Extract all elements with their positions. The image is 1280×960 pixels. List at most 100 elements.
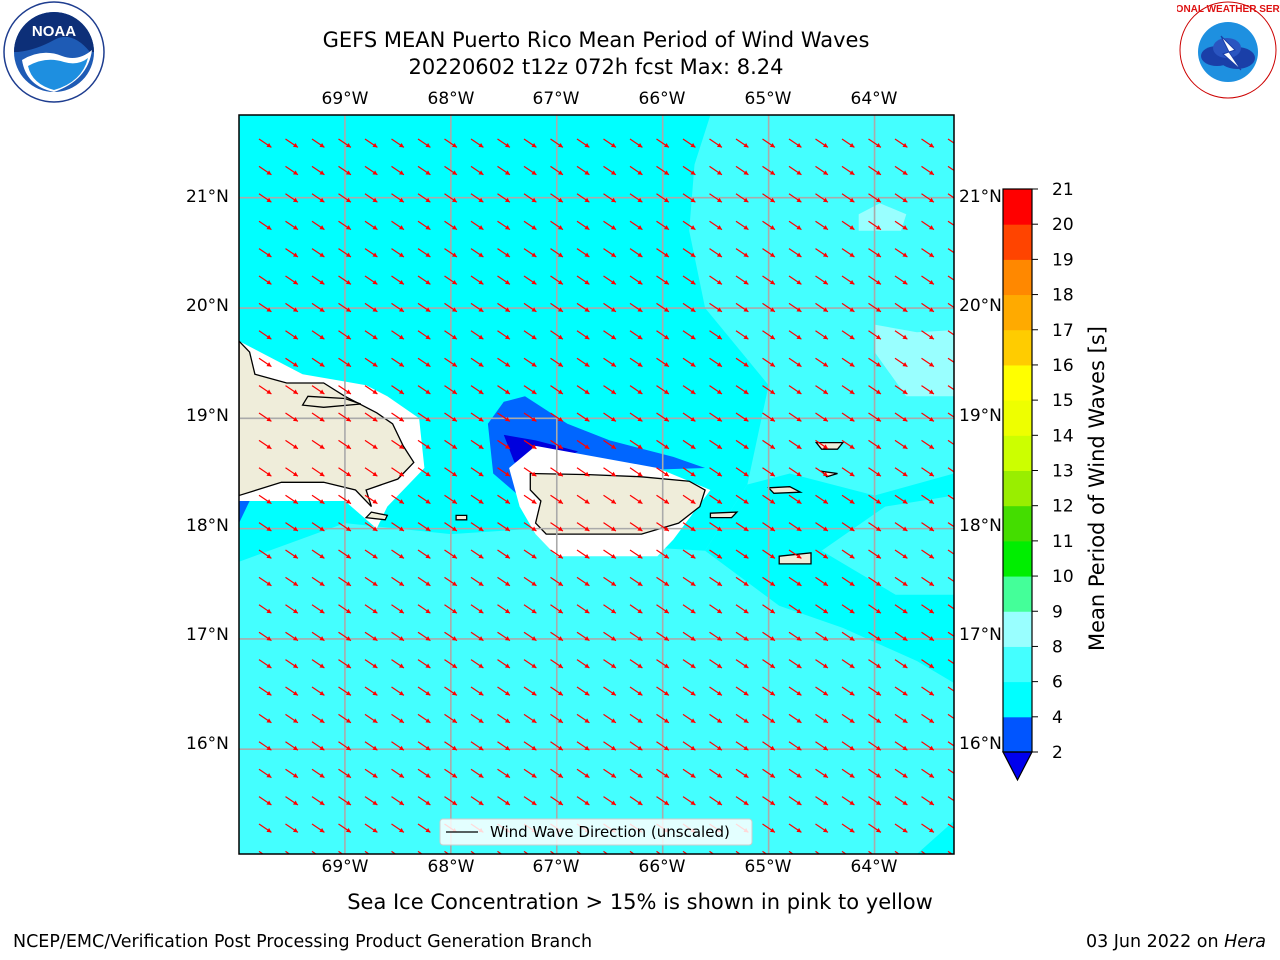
wave-arrow-375 [894,494,908,505]
wave-arrow-131 [868,248,882,258]
wave-arrow-head [769,334,775,340]
wave-arrow-shaft [762,850,768,854]
wave-arrow-head [451,252,457,257]
wave-arrow-head [292,636,298,641]
wave-arrow-160 [921,275,935,285]
wave-arrow-373 [841,494,855,505]
wave-arrow-head [425,197,431,203]
wave-arrow-head [425,471,431,477]
wave-arrow-99 [735,220,749,231]
wave-arrow-head [451,663,457,668]
wave-arrow-647 [947,768,954,774]
wave-arrow-head [902,827,908,833]
wave-arrow-501 [656,631,670,642]
wave-arrow-214 [921,330,935,340]
wave-arrow-head [769,499,775,504]
wave-arrow-head [584,362,590,367]
wave-arrow-head [398,225,404,230]
wave-arrow-shaft [523,850,529,854]
wave-arrow-head [398,444,404,449]
wave-arrow-343 [762,467,776,477]
wave-arrow-head [451,745,457,751]
wave-arrow-shaft [788,850,794,854]
colorbar-tick-label-12: 17 [1052,321,1074,341]
wave-arrow-303 [417,439,431,450]
wave-arrow-154 [762,275,776,285]
wave-arrow-head [531,225,537,230]
wave-arrow-head [504,690,510,696]
wave-arrow-537 [894,659,908,669]
wave-arrow-509 [868,631,882,642]
wave-arrow-head [928,499,934,504]
wave-arrow-head [398,471,404,477]
wave-arrow-126 [735,248,749,258]
wave-arrow-head [769,745,775,751]
wave-arrow-head [849,526,855,531]
wave-arrow-293 [868,412,882,422]
wave-arrow-head [849,773,855,778]
wave-arrow-44 [709,165,723,176]
wave-arrow-head [504,170,510,175]
wave-arrow-head [345,827,351,833]
wave-arrow-head [663,581,669,586]
wave-arrow-424 [762,549,776,559]
wave-arrow-head [319,279,325,285]
wave-arrow-699 [894,823,908,833]
wave-arrow-head [504,334,510,340]
wave-arrow-114 [417,248,431,258]
wave-arrow-459 [258,604,272,614]
wave-arrow-head [372,252,378,257]
wave-arrow-213 [894,330,908,340]
wave-arrow-head [875,170,881,175]
wave-arrow-463 [364,604,378,614]
wave-arrow-378 [258,522,272,532]
wave-arrow-275 [391,412,405,422]
wave-arrow-332 [470,467,484,477]
wave-arrow-head [531,170,537,175]
lon-label-top-67: 67°W [532,89,580,109]
wave-arrow-564 [894,686,908,696]
wave-arrow-head [690,444,696,449]
wave-arrow-head [319,252,325,257]
land-samana-peninsula [301,395,362,408]
wave-arrow-228 [576,357,590,368]
wave-arrow-722 [788,850,794,854]
wave-arrow-403 [921,522,935,532]
wave-arrow-head [584,718,590,723]
wave-arrow-108 [258,248,272,258]
wave-arrow-121 [603,248,617,258]
wave-arrow-138 [338,275,352,285]
wave-arrow-143 [470,275,484,285]
colorbar-tick-label-11: 16 [1052,356,1074,376]
wave-arrow-541 [285,686,299,696]
wave-arrow-head [584,553,590,559]
wave-arrow-head [292,690,298,696]
wave-arrow-336 [576,467,590,477]
wave-arrow-head [875,718,881,723]
wave-arrow-head [478,526,484,531]
wave-arrow-head [743,471,749,477]
wave-arrow-598 [364,741,378,751]
wave-arrow-70 [682,193,696,203]
wave-arrow-221 [391,357,405,368]
lon-label-top-66: 66°W [638,89,686,109]
field-period-2-4-west [239,495,250,524]
wave-arrow-head [610,389,616,394]
wave-arrow-710 [470,850,476,854]
wave-arrow-519 [417,659,431,669]
wave-arrow-171 [497,302,511,313]
wave-arrow-head [451,225,457,230]
wave-arrow-677 [311,823,325,833]
wave-arrow-63 [497,193,511,203]
wave-arrow-52 [921,165,935,176]
wave-arrow-head [266,444,272,449]
wave-arrow-head [319,471,325,477]
wave-arrow-369 [735,494,749,505]
wave-arrow-head [928,170,934,175]
wave-arrow-head [531,718,537,723]
wave-arrow-head [743,197,749,203]
wave-arrow-678 [338,823,352,833]
wave-arrow-274 [364,412,378,422]
wave-arrow-head [796,499,802,504]
wave-arrow-680 [391,823,405,833]
